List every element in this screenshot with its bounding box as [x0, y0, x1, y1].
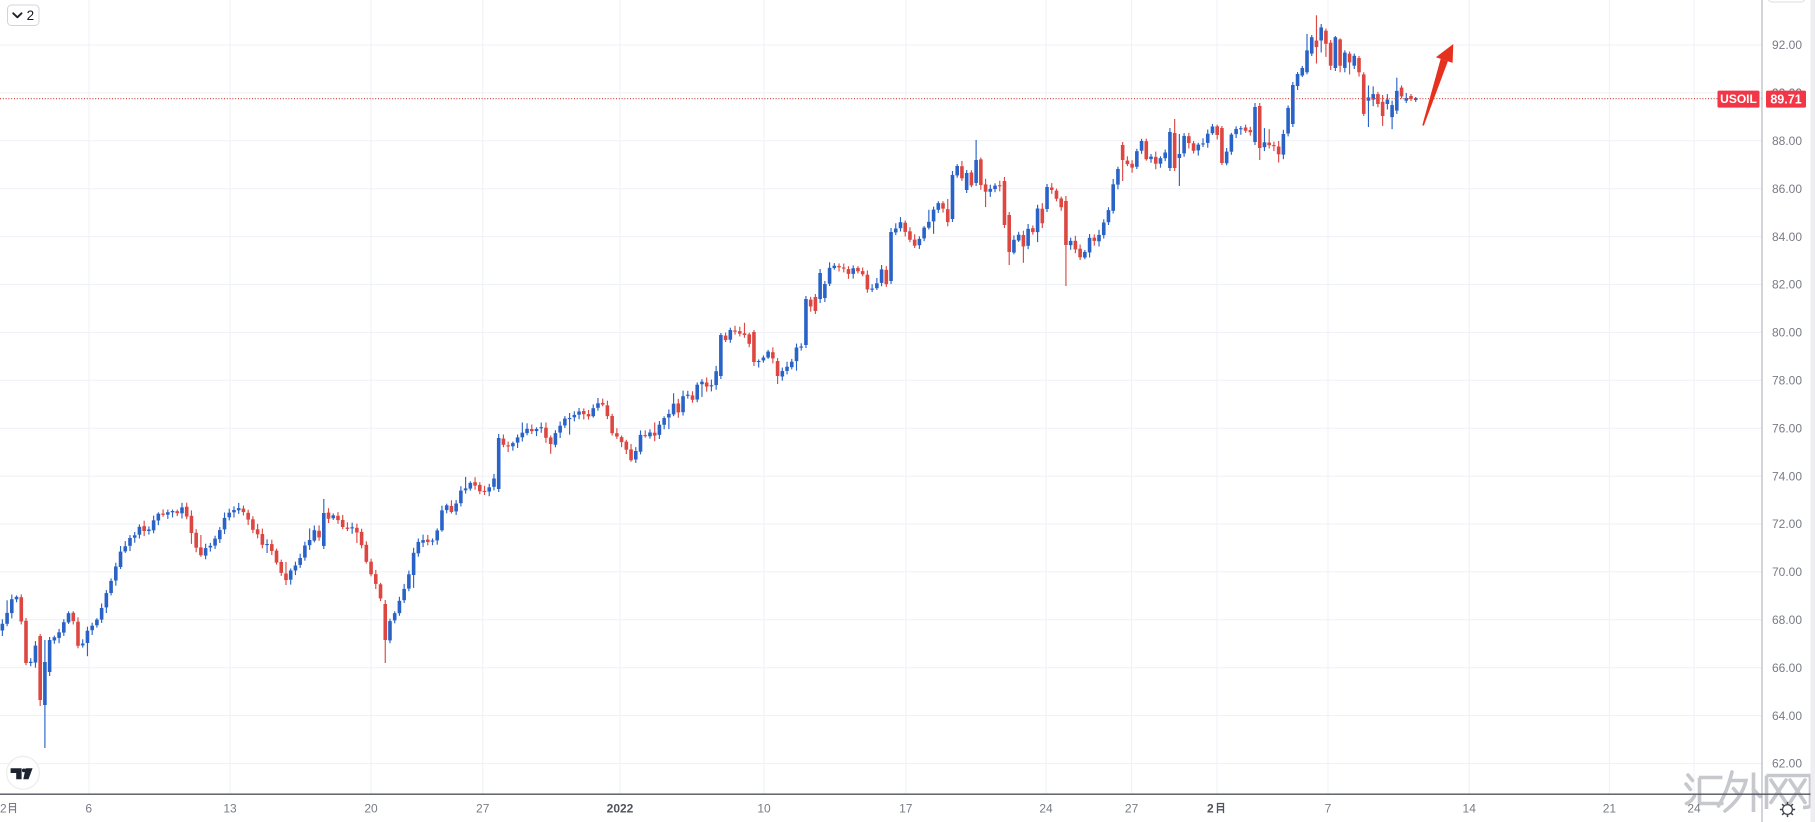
svg-text:17: 17 — [899, 802, 913, 816]
svg-text:2: 2 — [0, 802, 7, 816]
svg-text:70.00: 70.00 — [1772, 565, 1802, 579]
svg-text:74.00: 74.00 — [1772, 469, 1802, 483]
svg-text:76.00: 76.00 — [1772, 421, 1802, 435]
svg-text:2: 2 — [27, 8, 35, 23]
svg-text:20: 20 — [364, 802, 378, 816]
svg-text:82.00: 82.00 — [1772, 278, 1802, 292]
svg-text:6: 6 — [85, 802, 92, 816]
svg-text:72.00: 72.00 — [1772, 517, 1802, 531]
svg-text:21: 21 — [1603, 802, 1617, 816]
svg-text:66.00: 66.00 — [1772, 661, 1802, 675]
svg-text:84.00: 84.00 — [1772, 230, 1802, 244]
svg-text:24: 24 — [1039, 802, 1053, 816]
svg-text:2: 2 — [1207, 802, 1214, 816]
svg-text:89.71: 89.71 — [1770, 92, 1801, 106]
svg-text:92.00: 92.00 — [1772, 38, 1802, 52]
svg-text:USOIL: USOIL — [1720, 92, 1757, 106]
svg-text:62.00: 62.00 — [1772, 757, 1802, 771]
svg-text:68.00: 68.00 — [1772, 613, 1802, 627]
svg-text:64.00: 64.00 — [1772, 709, 1802, 723]
svg-text:27: 27 — [1125, 802, 1139, 816]
svg-text:86.00: 86.00 — [1772, 182, 1802, 196]
svg-text:88.00: 88.00 — [1772, 134, 1802, 148]
svg-text:80.00: 80.00 — [1772, 326, 1802, 340]
svg-text:14: 14 — [1463, 802, 1477, 816]
svg-text:13: 13 — [223, 802, 237, 816]
svg-text:27: 27 — [476, 802, 490, 816]
svg-text:10: 10 — [757, 802, 771, 816]
svg-text:2022: 2022 — [607, 802, 634, 816]
svg-text:24: 24 — [1687, 802, 1701, 816]
svg-text:7: 7 — [1325, 802, 1332, 816]
svg-text:78.00: 78.00 — [1772, 374, 1802, 388]
